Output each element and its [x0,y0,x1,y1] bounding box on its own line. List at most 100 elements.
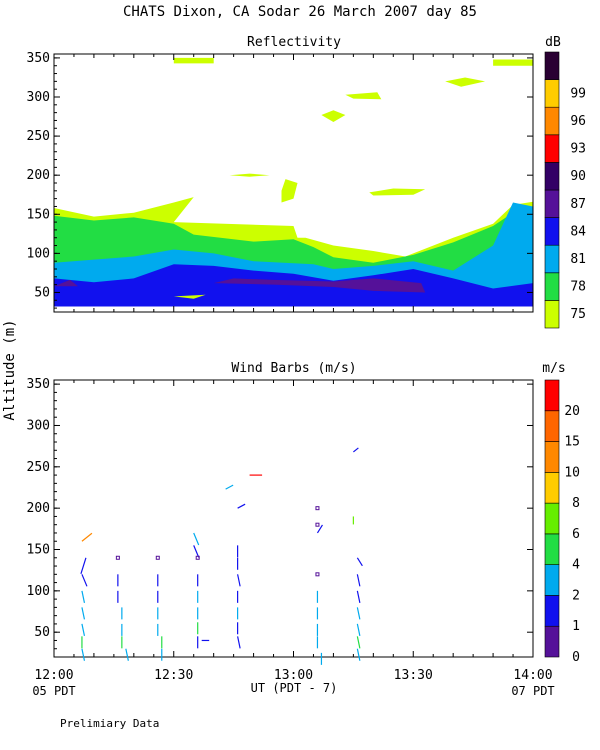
wind-barb [237,574,241,587]
refl-colorbar-label: 78 [570,280,586,295]
calm-marker [195,555,200,560]
wind-frame [53,379,534,658]
calm-marker [315,572,320,577]
wind-barb [356,648,361,661]
refl-colorbar-label: 93 [570,142,586,157]
wind-barb [237,503,246,509]
refl-colorbar-swatch [544,79,560,108]
wind-colorbar-swatch [544,625,560,658]
reflectivity-unit: dB [545,35,561,50]
refl-colorbar-swatch [544,244,560,274]
refl-colorbar-label: 75 [570,307,586,322]
refl-colorbar-label: 99 [570,86,586,101]
contour-75-9 [445,77,486,87]
contour-87-4 [213,278,426,293]
refl-colorbar-label: 90 [570,169,586,184]
wind-xtick-label: 12:00 [34,668,73,683]
wind-barb [80,557,87,574]
wind-barb [225,484,234,490]
wind-colorbar-label: 1 [572,619,580,634]
refl-colorbar-swatch [544,162,560,191]
wind-colorbar-label: 6 [572,527,580,542]
refl-ytick-label: 200 [27,168,50,183]
wind-colorbar-swatch [544,441,560,473]
calm-marker [115,555,120,560]
wind-unit: m/s [542,361,565,376]
wind-barb [356,590,361,603]
refl-colorbar-swatch [544,134,560,163]
wind-ytick-label: 250 [27,460,50,475]
wind-barb [356,574,361,587]
wind-xtick-label: 13:00 [274,668,313,683]
refl-ytick-label: 350 [27,51,50,66]
wind-ytick-label: 200 [27,501,50,516]
wind-barb [81,623,86,637]
contour-75-7 [173,57,214,64]
contour-75-8 [493,59,533,66]
wind-barb [356,636,361,649]
refl-colorbar-swatch [544,51,560,80]
refl-colorbar-swatch [544,217,560,246]
wind-title: Wind Barbs (m/s) [231,361,356,376]
calm-marker [155,555,160,560]
refl-colorbar-swatch [544,272,560,301]
wind-colorbar-swatch [544,564,560,596]
refl-ytick-label: 300 [27,90,50,105]
contour-75-12 [229,173,270,177]
refl-colorbar-label: 84 [570,224,586,239]
contour-75-14 [369,188,426,196]
wind-colorbar-label: 15 [564,435,580,450]
wind-colorbar-swatch [544,595,560,627]
wind-panel: Wind Barbs (m/s) 5010015020025030035012:… [27,361,581,683]
wind-barb [81,607,86,620]
wind-colorbar-label: 8 [572,496,580,511]
end-local-time: 07 PDT [511,684,554,698]
wind-colorbar-swatch [544,533,560,565]
y-axis-label: Altitude (m) [2,319,18,420]
wind-barb [81,648,86,661]
wind-colorbar-swatch [544,472,560,504]
wind-ytick-label: 150 [27,543,50,558]
refl-colorbar-swatch [544,189,560,218]
wind-colorbar: 0 1 2 4 6 8 10 15 20 [544,379,580,665]
wind-barb [356,607,361,620]
refl-ytick-label: 100 [27,246,50,261]
refl-colorbar-swatch [544,106,560,136]
wind-barb [356,557,363,567]
contour-75-13 [281,179,298,203]
refl-colorbar-label: 81 [570,252,586,267]
refl-colorbar-label: 96 [570,114,586,129]
wind-barb [125,648,129,661]
wind-barb [353,447,359,453]
wind-colorbar-label: 2 [572,588,580,603]
wind-ytick-label: 350 [27,377,50,392]
wind-colorbar-label: 4 [572,558,580,573]
wind-colorbar-label: 20 [564,404,580,419]
x-axis-label: UT (PDT - 7) [251,681,338,695]
contour-75-10 [345,92,382,100]
wind-barb [356,623,361,637]
wind-xtick-label: 13:30 [394,668,433,683]
wind-colorbar-swatch [544,410,560,442]
figure-title: CHATS Dixon, CA Sodar 26 March 2007 day … [123,4,477,20]
footer-note: Prelimiary Data [60,717,159,730]
reflectivity-axes: 50 100 150 200 250 300 350 [27,51,534,313]
wind-barb [316,524,323,534]
contour-75-11 [321,110,346,122]
wind-xtick-label: 12:30 [154,668,193,683]
wind-colorbar-label: 10 [564,465,580,480]
start-local-time: 05 PDT [32,684,75,698]
wind-colorbar-swatch [544,379,560,412]
wind-barb [81,532,93,542]
refl-colorbar-swatch [544,300,560,329]
wind-colorbar-label: 0 [572,650,580,665]
wind-barbs [80,447,363,665]
refl-colorbar-label: 87 [570,197,586,212]
wind-barb [193,532,200,546]
reflectivity-title: Reflectivity [247,35,341,50]
refl-ytick-label: 250 [27,129,50,144]
wind-barb [81,574,88,587]
wind-xtick-label: 14:00 [513,668,552,683]
reflectivity-contours [54,57,533,307]
